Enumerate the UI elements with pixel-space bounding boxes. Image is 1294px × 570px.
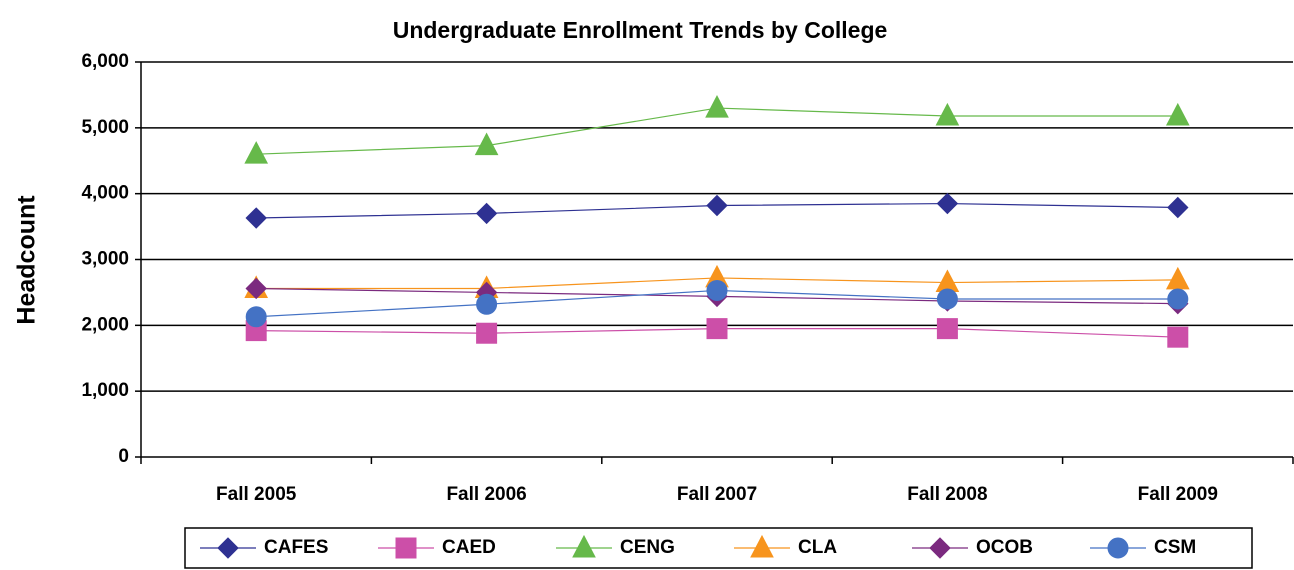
x-tick-label: Fall 2006 <box>446 484 526 505</box>
y-tick-label: 1,000 <box>81 380 129 401</box>
y-tick-label: 0 <box>118 446 129 467</box>
x-tick-label: Fall 2008 <box>907 484 987 505</box>
marker <box>705 95 729 118</box>
legend-label: CAFES <box>264 537 328 558</box>
marker <box>706 318 728 340</box>
chart-title: Undergraduate Enrollment Trends by Colle… <box>393 17 888 43</box>
marker <box>245 277 267 300</box>
legend-label: CSM <box>1154 537 1196 558</box>
marker <box>476 322 498 344</box>
y-tick-label: 4,000 <box>81 183 129 204</box>
marker <box>706 279 728 301</box>
marker <box>475 202 498 225</box>
marker <box>1165 102 1190 126</box>
marker <box>1167 196 1189 219</box>
marker <box>936 288 958 310</box>
y-axis-label: Headcount <box>13 195 41 325</box>
marker <box>750 534 774 558</box>
marker <box>1167 326 1189 348</box>
marker <box>1165 266 1190 290</box>
y-tick-label: 5,000 <box>81 117 129 138</box>
x-tick-label: Fall 2009 <box>1138 484 1218 505</box>
legend-label: CENG <box>620 537 675 558</box>
x-tick-label: Fall 2007 <box>677 484 757 505</box>
y-tick-label: 2,000 <box>81 314 129 335</box>
x-tick-label: Fall 2005 <box>216 484 297 505</box>
marker <box>935 269 960 293</box>
marker <box>395 537 417 559</box>
marker <box>935 102 960 126</box>
marker <box>936 318 958 340</box>
legend-label: CLA <box>798 537 837 558</box>
marker <box>217 537 239 559</box>
marker <box>706 194 728 217</box>
y-tick-label: 6,000 <box>81 51 129 72</box>
marker <box>244 141 269 164</box>
marker <box>474 132 499 156</box>
legend-box <box>184 527 1253 569</box>
marker <box>245 306 267 328</box>
legend-label: OCOB <box>976 537 1033 558</box>
marker <box>245 207 267 229</box>
legend-label: CAED <box>442 537 496 558</box>
marker <box>572 534 596 558</box>
marker <box>476 293 498 315</box>
marker <box>1107 537 1129 559</box>
marker <box>929 537 951 559</box>
y-tick-label: 3,000 <box>81 249 129 270</box>
marker <box>936 192 959 215</box>
marker <box>1167 288 1189 310</box>
